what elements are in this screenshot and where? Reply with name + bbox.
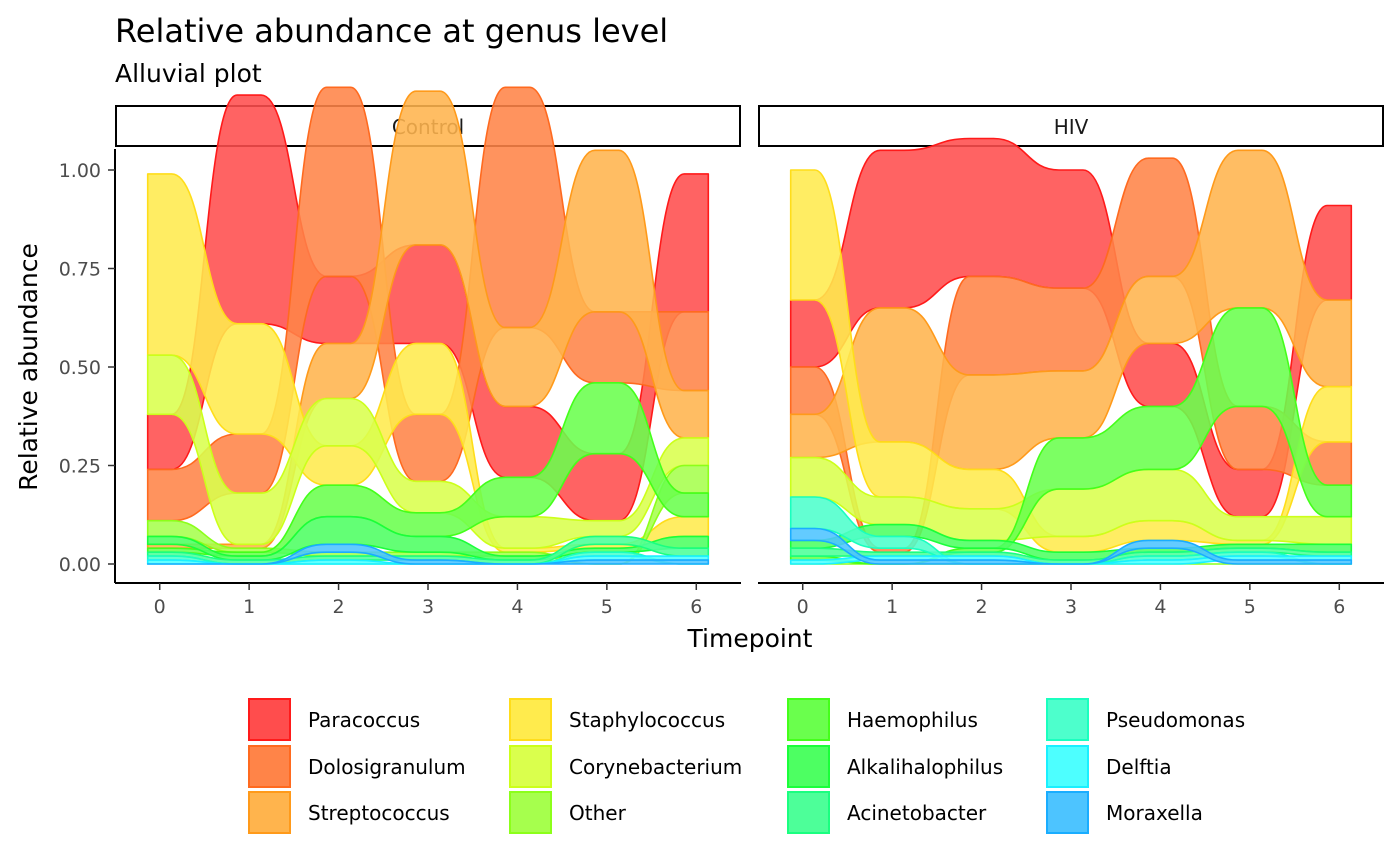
legend-key-delftia <box>1046 745 1089 788</box>
flow-control-streptococcus <box>146 90 710 550</box>
legend-label-alkalihalophilus: Alkalihalophilus <box>847 755 1003 779</box>
legend-label-corynebacterium: Corynebacterium <box>569 755 742 779</box>
flows-control <box>146 86 710 565</box>
x-tick-label-control-1: 1 <box>243 596 255 618</box>
x-tick-label-hiv-0: 0 <box>797 596 809 618</box>
flow-hiv-streptococcus <box>789 149 1353 471</box>
x-tick-label-control-4: 4 <box>511 596 523 618</box>
legend-label-moraxella: Moraxella <box>1106 801 1203 825</box>
y-tick-label-0: 0.00 <box>59 554 101 576</box>
x-tick-label-control-3: 3 <box>422 596 434 618</box>
strip-label-hiv: HIV <box>1054 115 1089 139</box>
legend-label-streptococcus: Streptococcus <box>308 801 450 825</box>
y-axis: 0.00 0.25 0.50 0.75 1.00 <box>59 160 115 576</box>
x-tick-label-hiv-5: 5 <box>1244 596 1256 618</box>
y-tick-label-2: 0.50 <box>59 357 101 379</box>
legend-label-dolosigranulum: Dolosigranulum <box>308 755 466 779</box>
x-tick-label-hiv-1: 1 <box>886 596 898 618</box>
y-tick-label-4: 1.00 <box>59 160 101 182</box>
x-tick-label-hiv-6: 6 <box>1333 596 1345 618</box>
legend-label-paracoccus: Paracoccus <box>308 708 420 732</box>
chart-title: Relative abundance at genus level <box>115 12 668 50</box>
y-axis-title: Relative abundance <box>14 243 43 491</box>
legend-key-alkalihalophilus <box>787 745 830 788</box>
y-tick-label-3: 0.75 <box>59 259 101 281</box>
x-tick-label-control-6: 6 <box>690 596 702 618</box>
legend-key-dolosigranulum <box>248 745 291 788</box>
x-tick-label-hiv-4: 4 <box>1154 596 1166 618</box>
y-tick-label-1: 0.25 <box>59 456 101 478</box>
legend-label-staphylococcus: Staphylococcus <box>569 708 725 732</box>
legend-key-acinetobacter <box>787 791 830 834</box>
chart-subtitle: Alluvial plot <box>115 59 262 88</box>
legend-key-corynebacterium <box>509 745 552 788</box>
x-tick-label-control-5: 5 <box>601 596 613 618</box>
x-axis-title: Timepoint <box>687 624 813 653</box>
x-tick-label-hiv-2: 2 <box>976 596 988 618</box>
facet-panels: Control0123456HIV0123456 <box>114 86 1384 618</box>
legend-label-pseudomonas: Pseudomonas <box>1106 708 1245 732</box>
panel-hiv: HIV 0 1 2 3 4 5 6 <box>758 105 1384 618</box>
legend-key-moraxella <box>1046 791 1089 834</box>
legend-key-streptococcus <box>248 791 291 834</box>
legend-label-delftia: Delftia <box>1106 755 1172 779</box>
legend-label-other: Other <box>569 801 627 825</box>
flow-hiv-moraxella <box>789 527 1353 565</box>
flow-control-corynebacterium <box>146 354 710 549</box>
panel-control: Control0123456 <box>114 86 741 618</box>
legend-key-staphylococcus <box>509 698 552 741</box>
strip-hiv <box>758 105 1384 147</box>
flows-hiv <box>789 137 1353 565</box>
legend-key-other <box>509 791 552 834</box>
legend-label-haemophilus: Haemophilus <box>847 708 978 732</box>
x-tick-label-hiv-3: 3 <box>1065 596 1077 618</box>
legend-key-pseudomonas <box>1046 698 1089 741</box>
legend: Paracoccus Dolosigranulum Streptococcus Sta… <box>248 698 1245 834</box>
flow-control-moraxella <box>146 543 710 565</box>
x-tick-label-control-2: 2 <box>333 596 345 618</box>
x-tick-label-control-0: 0 <box>154 596 166 618</box>
legend-key-haemophilus <box>787 698 830 741</box>
legend-label-acinetobacter: Acinetobacter <box>847 801 987 825</box>
flow-hiv-alkalihalophilus <box>789 523 1353 561</box>
legend-key-paracoccus <box>248 698 291 741</box>
